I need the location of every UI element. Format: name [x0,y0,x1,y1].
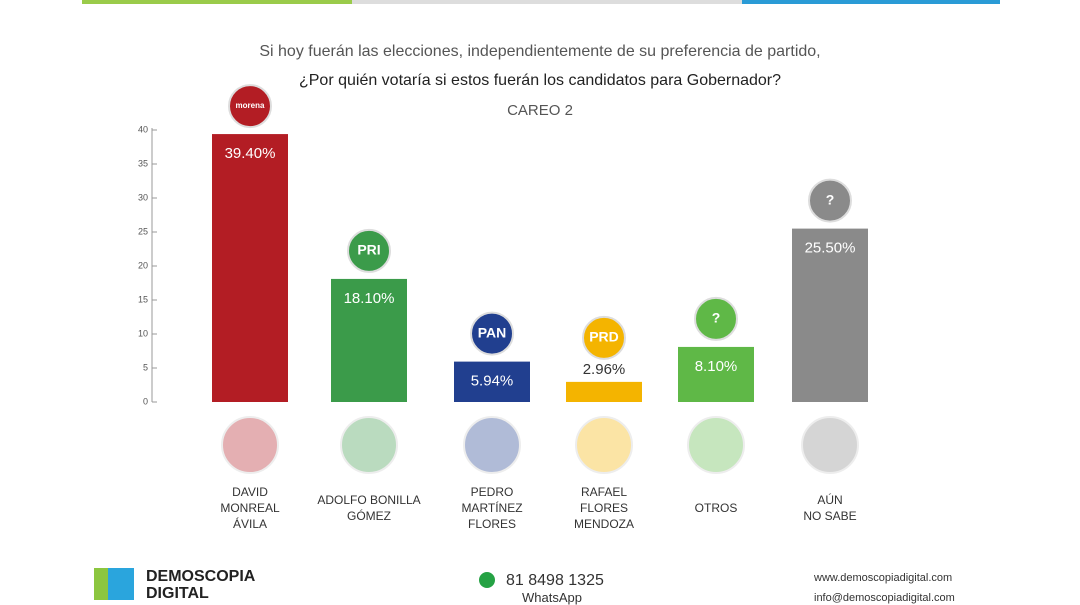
value-label: 18.10% [344,290,395,307]
y-tick-label: 35 [138,158,148,168]
value-label: 39.40% [225,145,276,162]
question: ¿Por quién votaría si estos fuerán los c… [299,72,781,89]
top-strip [82,0,352,4]
top-strip [742,0,1000,4]
y-tick-label: 15 [138,294,148,304]
email: info@demoscopiadigital.com [814,592,955,604]
party-logo-text: PRI [357,242,380,258]
brand-logo [94,568,108,600]
candidate-photo [687,416,745,474]
phone-note: WhatsApp [522,590,582,605]
brand-name: DEMOSCOPIA DIGITAL [146,568,256,602]
value-label: 25.50% [805,240,856,257]
party-logo-text: ? [712,310,721,326]
party-logo [808,178,852,223]
candidate-photo [801,416,859,474]
bar [454,361,530,402]
y-tick-label: 25 [138,226,148,236]
chart-title: Si hoy fuerán las elecciones, independie… [259,43,820,60]
y-tick-label: 20 [138,260,148,270]
value-label: 2.96% [583,361,626,378]
x-tick-label: PEDRO MARTÍNEZ FLORES [461,485,523,531]
x-tick-label: OTROS [694,501,738,515]
party-logo-text: ? [826,191,835,207]
bar [331,278,407,402]
website: www.demoscopiadigital.com [814,572,953,584]
party-logo [694,296,738,341]
x-tick-label: RAFAEL FLORES MENDOZA [574,485,634,531]
y-tick-label: 0 [143,396,148,406]
x-tick-label: DAVID MONREAL ÁVILA [220,485,280,531]
party-logo-text: PRD [589,329,619,345]
top-strip [352,0,742,4]
y-tick-label: 5 [143,362,148,372]
candidate-photo [463,416,521,474]
y-tick-label: 40 [138,124,148,134]
y-tick-label: 30 [138,192,148,202]
x-tick-label: ADOLFO BONILLA GÓMEZ [317,493,421,523]
party-logo-text: PAN [478,324,507,340]
party-logo [582,315,626,360]
phone: 81 8498 1325 [506,572,604,589]
candidate-photo [221,416,279,474]
candidate-photo [340,416,398,474]
bar [212,134,288,402]
value-label: 8.10% [695,358,738,375]
bar [566,381,642,402]
value-label: 5.94% [471,373,514,390]
y-tick-label: 10 [138,328,148,338]
party-logo-text: morena [236,101,265,110]
party-logo [347,228,391,273]
whatsapp-icon [479,572,495,588]
party-logo [470,311,514,356]
bar [678,346,754,402]
party-logo [228,84,272,129]
chart-subtitle: CAREO 2 [507,102,573,119]
x-tick-label: AÚN NO SABE [803,493,857,523]
candidate-photo [575,416,633,474]
bar [792,228,868,402]
